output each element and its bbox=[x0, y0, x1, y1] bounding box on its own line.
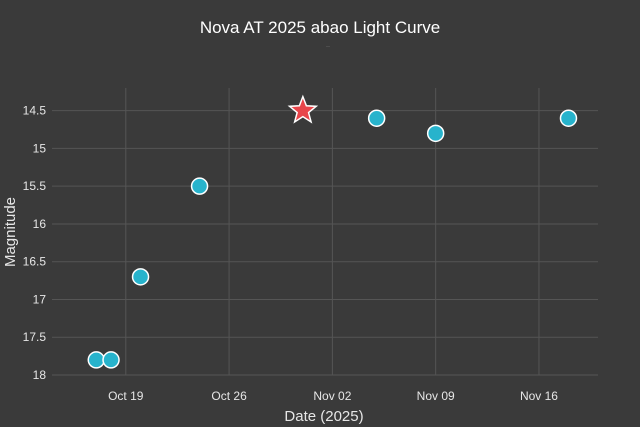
data-points bbox=[87, 94, 578, 369]
data-point bbox=[131, 268, 150, 286]
x-tick-label: Nov 02 bbox=[313, 389, 351, 403]
x-tick-label: Nov 16 bbox=[520, 389, 558, 403]
y-tick-label: 16 bbox=[33, 217, 47, 231]
x-tick-label: Oct 19 bbox=[108, 389, 144, 403]
y-axis-label: Magnitude bbox=[2, 197, 19, 267]
y-tick-label: 15 bbox=[33, 141, 47, 155]
x-axis-ticks: Oct 19 Oct 26 Nov 02 Nov 09 Nov 16 bbox=[108, 389, 558, 403]
data-point bbox=[87, 351, 106, 369]
grid bbox=[52, 88, 598, 376]
x-axis-label: Date (2025) bbox=[284, 408, 363, 425]
y-tick-label: 17 bbox=[33, 292, 47, 306]
peak-star-marker bbox=[287, 94, 319, 124]
y-tick-label: 15.5 bbox=[23, 179, 47, 193]
data-point bbox=[367, 109, 386, 127]
data-point bbox=[102, 351, 120, 369]
data-point bbox=[426, 124, 445, 143]
y-tick-label: 14.5 bbox=[23, 104, 47, 118]
chart-subtitle: ·· bbox=[326, 44, 330, 50]
data-point bbox=[190, 177, 209, 195]
x-tick-label: Oct 26 bbox=[211, 389, 247, 403]
y-tick-label: 17.5 bbox=[23, 330, 47, 344]
chart-title: Nova AT 2025 abao Light Curve bbox=[200, 18, 440, 37]
y-tick-label: 18 bbox=[33, 368, 47, 382]
x-tick-label: Nov 09 bbox=[417, 389, 455, 403]
data-point bbox=[559, 109, 578, 127]
y-tick-label: 16.5 bbox=[23, 255, 47, 269]
y-axis-ticks: 14.5 15 15.5 16 16.5 17 17.5 18 bbox=[23, 104, 47, 382]
